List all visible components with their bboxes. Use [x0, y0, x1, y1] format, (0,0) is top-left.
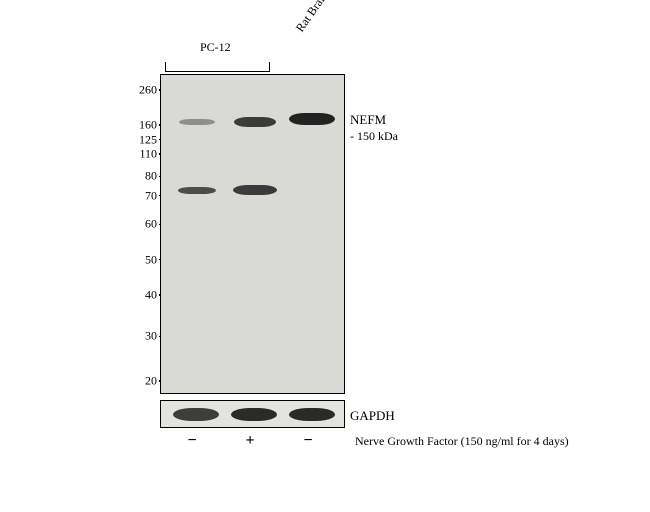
western-blot-figure: PC-12 Rat Brain 260160125110807060504030…: [80, 30, 580, 490]
mw-marker-label: 160: [139, 118, 157, 133]
mw-marker-label: 30: [145, 329, 157, 344]
treatment-lane2: +: [240, 432, 260, 450]
mw-marker-label: 70: [145, 188, 157, 203]
band-nefm-lane2: [234, 117, 276, 127]
band-nefm-lane3: [289, 113, 335, 125]
pc12-bracket: [165, 62, 270, 72]
molecular-weight-markers: 260 160125110 80 70 60 50 40 30 20: [125, 74, 157, 394]
band-nefm-lane1: [179, 119, 215, 125]
main-blot-membrane: [160, 74, 345, 394]
lane-3: [283, 75, 338, 393]
band-70kda-lane1: [178, 187, 216, 194]
mw-marker-label: 20: [145, 374, 157, 389]
band-70kda-lane2: [233, 185, 277, 195]
mw-marker-label: 110: [139, 147, 157, 162]
lane-1: [169, 75, 224, 393]
band-gapdh-lane3: [289, 408, 335, 421]
mw-marker-label: 80: [145, 169, 157, 184]
mw-marker-label: 125: [139, 132, 157, 147]
mw-marker-label: 260: [139, 83, 157, 98]
sample-label-pc12: PC-12: [200, 40, 231, 55]
target-name: NEFM: [350, 112, 386, 128]
mw-marker-label: 60: [145, 217, 157, 232]
band-gapdh-lane2: [231, 408, 277, 421]
target-size: - 150 kDa: [350, 129, 398, 144]
treatment-label: Nerve Growth Factor (150 ng/ml for 4 day…: [355, 434, 569, 449]
gapdh-blot-membrane: [160, 400, 345, 428]
treatment-lane1: −: [182, 432, 202, 450]
treatment-lane3: −: [298, 432, 318, 450]
band-gapdh-lane1: [173, 408, 219, 421]
lane-2: [226, 75, 281, 393]
sample-label-ratbrain: Rat Brain: [293, 0, 332, 35]
mw-marker-label: 40: [145, 287, 157, 302]
mw-marker-label: 50: [145, 252, 157, 267]
loading-control-label: GAPDH: [350, 408, 395, 424]
treatment-row: − + − Nerve Growth Factor (150 ng/ml for…: [160, 432, 580, 452]
